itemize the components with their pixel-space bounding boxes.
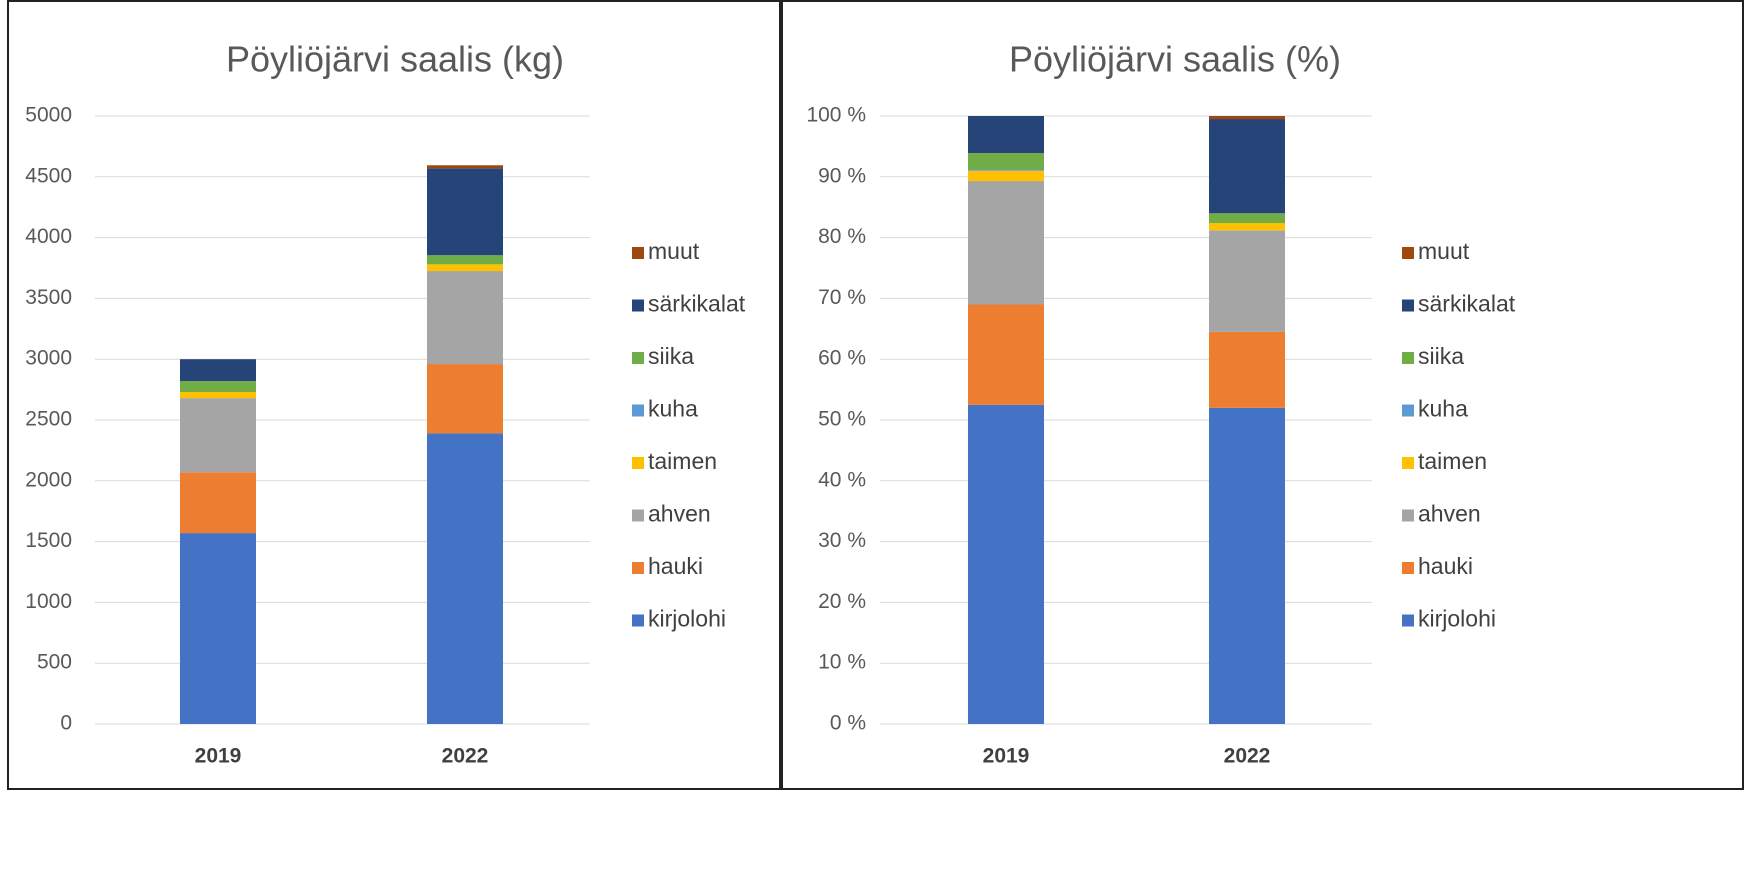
legend-swatch	[632, 247, 644, 259]
y-tick-label: 3000	[25, 347, 72, 370]
legend-swatch	[1402, 509, 1414, 522]
legend-label: kirjolohi	[648, 606, 726, 632]
legend-label: muut	[1418, 238, 1470, 264]
x-tick-label: 2022	[442, 745, 489, 768]
bar-segment	[968, 170, 1044, 182]
bar-segment	[1209, 223, 1285, 231]
bar-segment	[427, 255, 503, 265]
legend-label: ahven	[648, 501, 711, 527]
legend-label: särkikalat	[648, 291, 746, 317]
bar-segment	[1209, 407, 1285, 724]
legend-swatch	[632, 562, 644, 574]
legend-swatch	[1402, 614, 1414, 627]
bar-segment	[427, 364, 503, 434]
bar-segment	[1209, 213, 1285, 224]
y-tick-label: 0	[60, 712, 72, 735]
bar-segment	[968, 153, 1044, 170]
bar-segment	[968, 116, 1044, 154]
chart-title: Pöyliöjärvi saalis (kg)	[226, 39, 564, 80]
legend-label: ahven	[1418, 501, 1481, 527]
legend-label: hauki	[1418, 553, 1473, 579]
y-tick-label: 30 %	[818, 529, 866, 552]
bar-segment	[1209, 331, 1285, 408]
y-tick-label: 90 %	[818, 164, 866, 187]
bar-segment	[1209, 116, 1285, 120]
y-tick-label: 2500	[25, 408, 72, 431]
legend-swatch	[632, 614, 644, 627]
legend-swatch	[632, 299, 644, 312]
legend-label: taimen	[648, 448, 717, 474]
legend-swatch	[632, 457, 644, 469]
bar-segment	[1209, 119, 1285, 214]
x-tick-label: 2019	[195, 745, 242, 768]
y-tick-label: 1000	[25, 590, 72, 613]
legend-label: siika	[648, 343, 694, 369]
legend-swatch	[1402, 457, 1414, 469]
y-tick-label: 40 %	[818, 468, 866, 491]
bar-segment	[180, 392, 256, 399]
legend-label: siika	[1418, 343, 1464, 369]
bar-segment	[427, 433, 503, 724]
bar-segment	[968, 404, 1044, 724]
y-tick-label: 2000	[25, 468, 72, 491]
y-tick-label: 4000	[25, 225, 72, 248]
legend-swatch	[1402, 404, 1414, 417]
bar-segment	[180, 533, 256, 724]
y-tick-label: 10 %	[818, 651, 866, 674]
legend-swatch	[1402, 299, 1414, 312]
bar-segment	[180, 472, 256, 534]
bar-segment	[427, 264, 503, 272]
panel-border	[7, 0, 781, 790]
bar-segment	[427, 271, 503, 365]
y-tick-label: 1500	[25, 529, 72, 552]
bar-segment	[180, 381, 256, 393]
legend-label: kirjolohi	[1418, 606, 1496, 632]
x-tick-label: 2019	[983, 745, 1030, 768]
legend-swatch	[1402, 247, 1414, 259]
y-tick-label: 50 %	[818, 408, 866, 431]
legend-label: kuha	[1418, 396, 1468, 422]
y-tick-label: 20 %	[818, 590, 866, 613]
legend-label: taimen	[1418, 448, 1487, 474]
y-tick-label: 500	[37, 651, 72, 674]
y-tick-label: 5000	[25, 104, 72, 127]
bar-segment	[427, 168, 503, 256]
legend-label: kuha	[648, 396, 698, 422]
bar-segment	[180, 398, 256, 473]
y-tick-label: 60 %	[818, 347, 866, 370]
y-tick-label: 100 %	[806, 104, 866, 127]
bar-segment	[968, 304, 1044, 405]
legend-swatch	[632, 509, 644, 522]
y-tick-label: 80 %	[818, 225, 866, 248]
chart-title: Pöyliöjärvi saalis (%)	[1009, 39, 1341, 80]
legend-label: särkikalat	[1418, 291, 1516, 317]
y-tick-label: 3500	[25, 286, 72, 309]
bar-segment	[968, 169, 1044, 171]
legend-swatch	[632, 352, 644, 364]
y-tick-label: 70 %	[818, 286, 866, 309]
bar-segment	[1209, 230, 1285, 332]
legend-label: muut	[648, 238, 700, 264]
legend-swatch	[1402, 562, 1414, 574]
bar-segment	[180, 359, 256, 382]
y-tick-label: 0 %	[830, 712, 866, 735]
bar-segment	[968, 181, 1044, 305]
legend-swatch	[632, 404, 644, 417]
x-tick-label: 2022	[1224, 745, 1271, 768]
y-tick-label: 4500	[25, 164, 72, 187]
legend-swatch	[1402, 352, 1414, 364]
panel-border	[781, 0, 1744, 790]
bar-segment	[427, 165, 503, 169]
legend-label: hauki	[648, 553, 703, 579]
